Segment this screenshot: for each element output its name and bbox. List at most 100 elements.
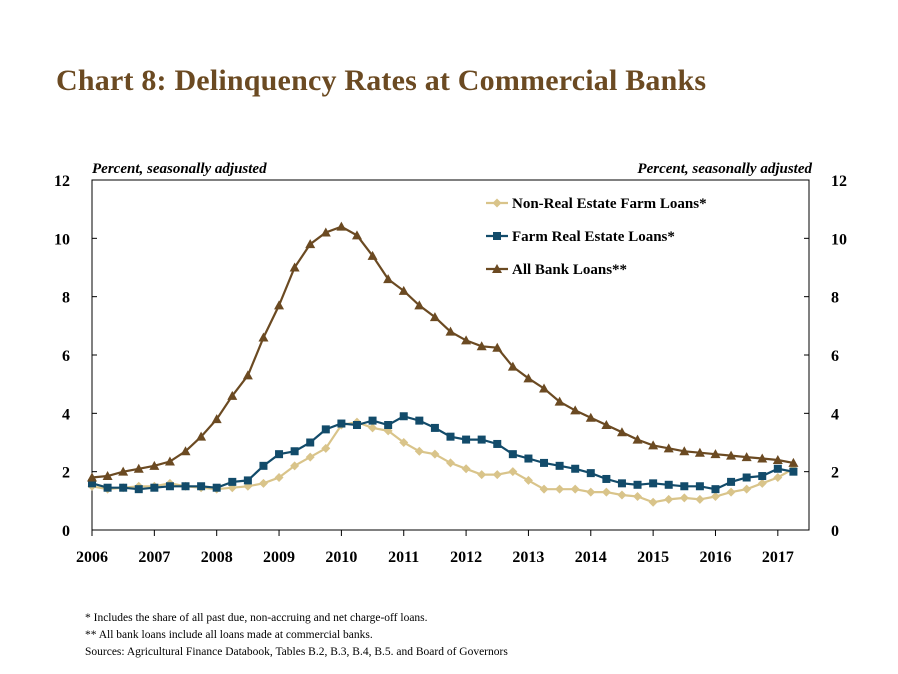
y-tick-label-left: 12 <box>54 173 70 190</box>
data-point <box>88 479 96 488</box>
y-tick-label-right: 6 <box>831 348 839 365</box>
y-axis-label-left: Percent, seasonally adjusted <box>92 161 267 177</box>
y-tick-label-right: 10 <box>831 231 847 248</box>
data-point <box>555 461 564 470</box>
data-point <box>368 416 377 425</box>
data-point <box>663 443 674 453</box>
legend-label: Farm Real Estate Loans* <box>512 229 675 245</box>
x-tick-label: 2007 <box>138 549 170 566</box>
data-point <box>679 446 690 456</box>
x-tick-label: 2012 <box>450 549 482 566</box>
data-point <box>133 463 144 473</box>
data-point <box>87 472 97 482</box>
data-point <box>540 458 549 467</box>
x-tick-label: 2014 <box>575 549 607 566</box>
data-point <box>585 412 596 422</box>
data-point <box>258 332 269 342</box>
data-point <box>695 494 705 504</box>
x-tick-label: 2016 <box>699 549 731 566</box>
data-point <box>711 485 720 494</box>
data-point <box>274 300 285 310</box>
data-point <box>633 480 642 489</box>
data-point <box>290 447 299 456</box>
data-point <box>507 361 518 371</box>
data-point <box>197 482 206 491</box>
data-point <box>757 453 768 463</box>
data-point <box>337 419 346 428</box>
data-point <box>242 370 253 380</box>
x-tick-label: 2008 <box>201 549 233 566</box>
data-point <box>429 312 440 322</box>
footnote-1: * Includes the share of all past due, no… <box>85 612 428 624</box>
data-point <box>305 452 315 462</box>
data-point <box>570 484 580 494</box>
data-point <box>258 478 268 488</box>
data-point <box>539 383 550 393</box>
data-point <box>633 491 643 501</box>
data-point <box>351 230 362 240</box>
data-point <box>414 446 424 456</box>
data-point <box>290 461 300 471</box>
data-point <box>664 494 674 504</box>
data-point <box>196 431 207 441</box>
data-point <box>461 335 472 345</box>
data-point <box>664 480 673 489</box>
data-point <box>523 475 533 485</box>
data-point <box>445 326 456 336</box>
x-tick-label: 2015 <box>637 549 669 566</box>
data-point <box>228 477 237 486</box>
legend: Non-Real Estate Farm Loans* Farm Real Est… <box>486 196 707 278</box>
data-point <box>695 482 704 491</box>
x-tick-label: 2013 <box>512 549 544 566</box>
data-point <box>164 456 175 466</box>
data-point <box>306 438 315 447</box>
series-2 <box>88 412 798 494</box>
data-point <box>524 454 533 463</box>
data-point <box>119 483 128 492</box>
data-point <box>103 483 112 492</box>
data-point <box>492 342 503 352</box>
data-point <box>384 421 393 429</box>
y-tick-label-left: 2 <box>62 465 70 482</box>
data-point <box>602 474 611 483</box>
data-point <box>243 476 252 485</box>
data-point <box>617 479 626 488</box>
footnote-2: ** All bank loans include all loans made… <box>85 629 373 641</box>
data-point <box>710 449 721 459</box>
series-line <box>91 415 794 491</box>
data-point <box>554 396 565 406</box>
data-point <box>430 449 440 459</box>
x-tick-label: 2010 <box>325 549 357 566</box>
data-point <box>102 471 113 481</box>
data-point <box>773 464 782 473</box>
data-point <box>758 472 767 481</box>
legend-swatch-marker <box>493 232 501 240</box>
plot-frame <box>91 179 810 531</box>
data-point <box>259 461 268 470</box>
footnote-3: Sources: Agricultural Finance Databook, … <box>85 646 508 658</box>
data-point <box>694 447 705 457</box>
data-point <box>772 455 783 464</box>
y-tick-label-right: 4 <box>831 406 839 423</box>
data-point <box>616 427 627 437</box>
data-point <box>601 420 612 429</box>
data-point <box>742 484 752 494</box>
data-point <box>149 460 160 470</box>
data-point <box>399 412 408 421</box>
data-point <box>710 491 720 501</box>
x-tick-label: 2006 <box>76 549 108 566</box>
data-point <box>415 416 424 425</box>
data-point <box>649 479 658 488</box>
y-tick-label-right: 12 <box>831 173 847 190</box>
data-point <box>492 470 502 480</box>
data-point <box>757 478 767 488</box>
data-point <box>165 482 174 491</box>
y-tick-label-right: 2 <box>831 465 839 482</box>
y-tick-label-left: 8 <box>62 290 70 307</box>
data-point <box>477 435 486 444</box>
data-point <box>726 487 736 497</box>
data-point <box>212 483 221 492</box>
data-point <box>383 274 394 284</box>
data-point <box>227 390 238 400</box>
data-point <box>493 439 502 448</box>
